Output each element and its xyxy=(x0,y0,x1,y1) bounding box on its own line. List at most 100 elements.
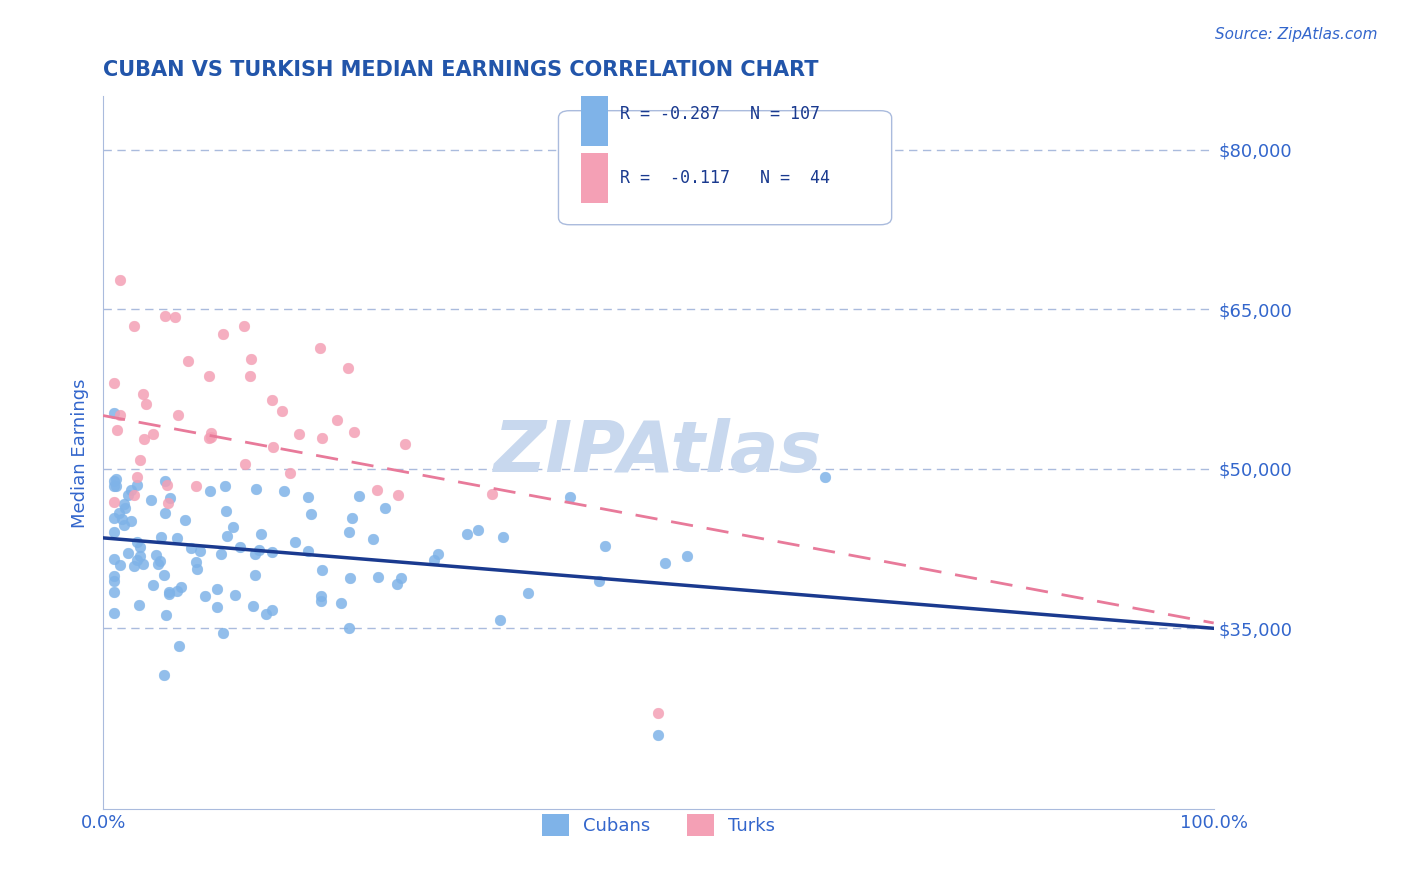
Point xyxy=(120,483,142,497)
Point xyxy=(129,549,152,563)
Point xyxy=(152,668,174,682)
Point xyxy=(122,319,145,334)
Point xyxy=(273,483,295,498)
Point xyxy=(193,589,215,603)
Point xyxy=(394,437,416,451)
Point xyxy=(110,408,132,422)
Point xyxy=(297,490,319,504)
Point xyxy=(262,392,284,407)
Point xyxy=(387,488,409,502)
Point xyxy=(125,553,148,567)
Point xyxy=(233,318,256,333)
Point xyxy=(247,543,270,558)
Point xyxy=(166,584,188,599)
Text: R = -0.287   N = 107: R = -0.287 N = 107 xyxy=(620,105,820,123)
Point xyxy=(361,532,384,546)
Point xyxy=(205,599,228,614)
Point xyxy=(177,354,200,368)
Point xyxy=(145,548,167,562)
Point xyxy=(385,577,408,591)
Point xyxy=(254,607,277,621)
Point xyxy=(103,524,125,539)
Point xyxy=(337,525,360,540)
Point xyxy=(647,728,669,742)
Point xyxy=(263,440,285,454)
Point xyxy=(284,534,307,549)
Point xyxy=(205,582,228,596)
Point xyxy=(593,539,616,553)
Point xyxy=(166,531,188,545)
Point xyxy=(262,603,284,617)
Point xyxy=(647,706,669,721)
Point xyxy=(112,517,135,532)
Point xyxy=(260,544,283,558)
Point xyxy=(239,368,262,383)
Point xyxy=(184,555,207,569)
Point xyxy=(128,598,150,612)
Point xyxy=(103,406,125,420)
Point xyxy=(297,543,319,558)
Text: Source: ZipAtlas.com: Source: ZipAtlas.com xyxy=(1215,27,1378,42)
Point xyxy=(330,596,353,610)
Point xyxy=(427,547,450,561)
Point xyxy=(215,503,238,517)
Legend: Cubans, Turks: Cubans, Turks xyxy=(534,806,782,843)
Point xyxy=(142,578,165,592)
Point xyxy=(129,540,152,554)
Point xyxy=(149,554,172,568)
Point xyxy=(367,570,389,584)
Point xyxy=(103,568,125,582)
Point xyxy=(124,559,146,574)
Point xyxy=(104,479,127,493)
Point xyxy=(366,483,388,497)
Point xyxy=(309,341,332,355)
Point xyxy=(149,530,172,544)
Point xyxy=(103,511,125,525)
Point xyxy=(146,558,169,572)
Point xyxy=(103,552,125,566)
Point xyxy=(167,639,190,653)
Point xyxy=(108,273,131,287)
Point xyxy=(103,479,125,493)
Point xyxy=(180,541,202,555)
Point xyxy=(174,513,197,527)
Bar xyxy=(581,96,609,146)
Point xyxy=(103,584,125,599)
Point xyxy=(516,586,538,600)
Point xyxy=(675,549,697,563)
Point xyxy=(249,526,271,541)
Bar xyxy=(581,153,609,203)
Text: ZIPAtlas: ZIPAtlas xyxy=(494,418,823,487)
Point xyxy=(128,452,150,467)
Point xyxy=(120,514,142,528)
Point xyxy=(343,425,366,439)
Point xyxy=(139,493,162,508)
Point xyxy=(309,589,332,603)
Point xyxy=(299,507,322,521)
Point xyxy=(389,571,412,585)
Point xyxy=(336,360,359,375)
Point xyxy=(152,568,174,582)
Text: CUBAN VS TURKISH MEDIAN EARNINGS CORRELATION CHART: CUBAN VS TURKISH MEDIAN EARNINGS CORRELA… xyxy=(103,60,818,79)
Point xyxy=(239,351,262,366)
Point xyxy=(309,594,332,608)
Point xyxy=(157,496,180,510)
Text: R =  -0.117   N =  44: R = -0.117 N = 44 xyxy=(620,169,830,187)
Point xyxy=(186,562,208,576)
Point xyxy=(245,483,267,497)
Point xyxy=(188,544,211,558)
Point xyxy=(423,553,446,567)
Point xyxy=(153,309,176,323)
Point xyxy=(122,488,145,502)
Point xyxy=(229,540,252,554)
Point xyxy=(200,430,222,444)
Point xyxy=(125,470,148,484)
Point xyxy=(242,599,264,613)
Point xyxy=(110,558,132,572)
Point xyxy=(243,548,266,562)
Point xyxy=(167,408,190,422)
Point xyxy=(492,530,515,544)
Point xyxy=(311,563,333,577)
Point xyxy=(245,568,267,582)
Point xyxy=(125,477,148,491)
